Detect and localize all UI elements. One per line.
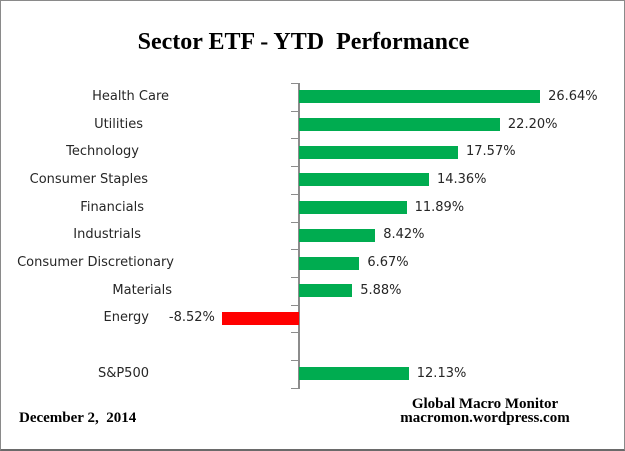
bar	[299, 90, 541, 104]
tick-mark	[291, 387, 298, 389]
value-label: 5.88%	[360, 282, 402, 298]
category-label: Financials	[80, 199, 144, 215]
footer-brand-block: Global Macro Monitor macromon.wordpress.…	[399, 396, 571, 426]
value-label: 6.67%	[367, 255, 409, 271]
tick-mark	[291, 110, 298, 112]
tick-mark	[291, 332, 298, 334]
value-label: 12.13%	[416, 365, 467, 381]
tick-mark	[291, 360, 298, 361]
tick-mark	[291, 138, 298, 140]
tick-mark	[291, 249, 298, 251]
bar	[299, 145, 458, 159]
footer-url: macromon.wordpress.com	[400, 410, 570, 426]
bar	[299, 284, 353, 298]
tick-mark	[291, 304, 298, 306]
category-label: Health Care	[92, 88, 169, 104]
value-label: 22.20%	[507, 116, 558, 132]
value-label: 11.89%	[414, 199, 465, 215]
category-label: S&P500	[97, 365, 149, 381]
category-label: Technology	[66, 144, 139, 160]
category-label: Industrials	[73, 227, 141, 243]
value-label: 26.64%	[548, 88, 598, 104]
footer-date: December 2, 2014	[19, 410, 137, 426]
chart-title: Sector ETF - YTD Performance	[137, 29, 470, 55]
category-label: Consumer Staples	[29, 171, 148, 187]
bar	[299, 256, 360, 270]
value-label: 17.57%	[466, 144, 516, 160]
category-label: Energy	[103, 310, 149, 326]
bar	[299, 228, 376, 242]
tick-mark	[291, 276, 298, 278]
footer-brand: Global Macro Monitor	[411, 396, 559, 412]
category-label: Materials	[112, 282, 172, 298]
bar	[299, 118, 500, 132]
bar	[299, 201, 407, 215]
category-axis-line	[298, 83, 300, 389]
value-label: 14.36%	[436, 171, 487, 187]
tick-mark	[291, 83, 298, 84]
bar	[299, 173, 429, 187]
value-label: 8.42%	[383, 227, 425, 243]
bar	[221, 311, 299, 325]
tick-mark	[291, 193, 298, 195]
bar	[299, 367, 409, 381]
value-label: -8.52%	[168, 310, 215, 326]
tick-mark	[291, 166, 298, 168]
tick-mark	[291, 221, 298, 223]
category-label: Consumer Discretionary	[17, 255, 174, 271]
category-label: Utilities	[94, 116, 143, 132]
